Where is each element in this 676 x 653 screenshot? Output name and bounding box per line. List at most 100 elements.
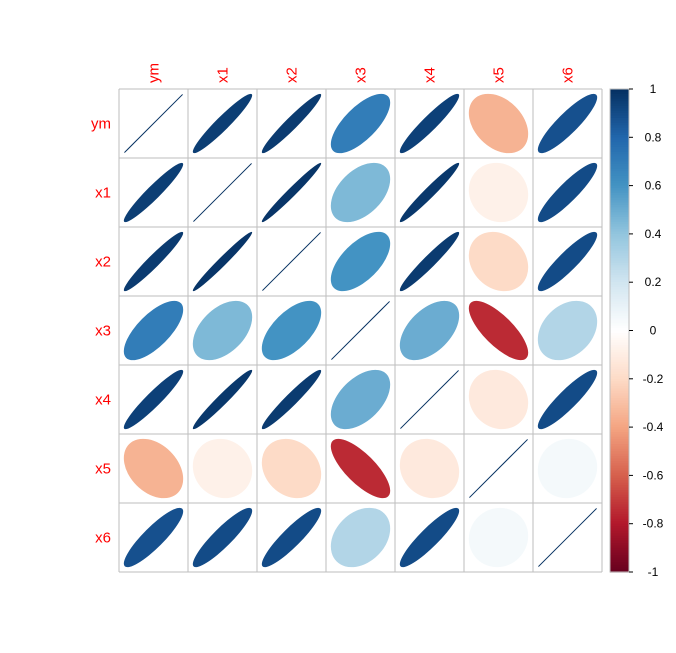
colorbar-segment (610, 139, 629, 143)
colorbar-segment (610, 195, 629, 199)
colorbar-segment (610, 485, 629, 489)
cell-x1-x6 (537, 162, 598, 223)
colorbar-segment (610, 528, 629, 532)
cell-ym-x4 (399, 93, 460, 154)
colorbar-segment (610, 267, 629, 271)
colorbar-segment (610, 105, 629, 109)
colorbar-segment (610, 366, 629, 370)
colorbar-segment (610, 361, 629, 365)
colorbar-segment (610, 277, 629, 281)
cell-x6-x4 (399, 507, 460, 568)
colorbar-segment (610, 523, 629, 527)
colorbar-segment (610, 287, 629, 291)
colorbar-segment (610, 216, 629, 221)
cell-x5-x5 (469, 439, 528, 498)
colorbar-segment (610, 530, 629, 534)
column-label-x1: x1 (215, 67, 232, 83)
colorbar-segment (610, 197, 629, 201)
colorbar-segment (610, 125, 629, 129)
colorbar: 1 0.8 0.6 0.4 0.2 0 -0.2 -0.4 -0.6 -0.8 -1 (609, 82, 664, 579)
row-label-x6: x6 (95, 530, 111, 547)
colorbar-segment (610, 354, 629, 358)
colorbar-segment (610, 480, 629, 484)
colorbar-segment (610, 306, 629, 310)
colorbar-segment (610, 241, 629, 245)
cell-x3-x5 (468, 300, 529, 361)
colorbar-segment (610, 233, 629, 237)
colorbar-segment (610, 330, 629, 334)
colorbar-segment (610, 175, 629, 179)
colorbar-segment (610, 325, 629, 329)
colorbar-segment (610, 200, 629, 204)
colorbar-segment (610, 344, 629, 349)
colorbar-segment (610, 103, 629, 107)
colorbar-segment (610, 161, 629, 165)
colorbar-segment (610, 159, 629, 163)
colorbar-segment (610, 410, 629, 414)
row-labels: ym x1 x2 x3 x4 x5 x6 (91, 116, 111, 547)
colorbar-segment (610, 492, 629, 496)
colorbar-segment (610, 154, 629, 158)
colorbar-segment (610, 538, 629, 542)
colorbar-segment (610, 475, 629, 479)
colorbar-segment (610, 456, 629, 460)
colorbar-tick-label: -0.6 (643, 468, 664, 482)
colorbar-segment (610, 501, 629, 505)
colorbar-segment (610, 149, 629, 153)
colorbar-segment (610, 207, 629, 211)
colorbar-segment (610, 550, 629, 554)
cell-x6-x5 (468, 507, 529, 568)
row-label-x2: x2 (95, 254, 111, 271)
cell-x6-x1 (192, 507, 253, 568)
grid-lines (118, 88, 603, 573)
colorbar-segment (610, 386, 629, 390)
colorbar-segment (610, 359, 629, 363)
row-label-x3: x3 (95, 323, 111, 340)
colorbar-segment (610, 342, 629, 346)
colorbar-segment (610, 134, 629, 138)
colorbar-segment (610, 284, 629, 288)
colorbar-segment (610, 245, 629, 249)
cell-x4-x3 (330, 369, 391, 430)
colorbar-segment (610, 390, 629, 394)
colorbar-segment (610, 557, 629, 561)
colorbar-segment (610, 463, 629, 467)
colorbar-segment (610, 163, 629, 167)
cell-x4-x2 (261, 369, 322, 430)
cell-x4-x5 (468, 369, 529, 430)
colorbar-tick-label: -1 (648, 565, 659, 579)
colorbar-tick-label: 1 (650, 82, 657, 96)
colorbar-segment (610, 340, 629, 344)
colorbar-segment (610, 564, 629, 568)
colorbar-segment (610, 178, 629, 182)
colorbar-segment (610, 373, 629, 377)
cell-ym-x2 (261, 93, 322, 154)
colorbar-segment (610, 274, 629, 278)
colorbar-segment (610, 547, 629, 551)
row-label-x1: x1 (95, 185, 111, 202)
colorbar-tick-label: -0.4 (643, 420, 664, 434)
colorbar-segment (610, 439, 629, 443)
colorbar-segment (610, 301, 629, 305)
colorbar-segment (610, 171, 629, 175)
colorbar-segment (610, 258, 629, 262)
colorbar-segment (610, 335, 629, 339)
colorbar-segment (610, 168, 629, 172)
colorbar-segment (610, 238, 629, 242)
colorbar-segment (610, 516, 629, 520)
colorbar-segment (610, 146, 629, 150)
colorbar-segment (610, 514, 629, 518)
colorbar-segment (610, 371, 629, 375)
colorbar-segment (610, 482, 629, 486)
cell-x3-x6 (537, 300, 598, 361)
colorbar-segment (610, 429, 629, 433)
row-label-ym: ym (91, 116, 111, 133)
cell-x4-x4 (400, 370, 459, 429)
cell-x3-x4 (399, 300, 460, 361)
colorbar-segment (610, 98, 629, 102)
colorbar-segment (610, 400, 629, 404)
colorbar-segment (610, 130, 629, 134)
colorbar-segment (610, 156, 629, 160)
colorbar-segment (610, 569, 629, 573)
colorbar-segment (610, 185, 629, 189)
